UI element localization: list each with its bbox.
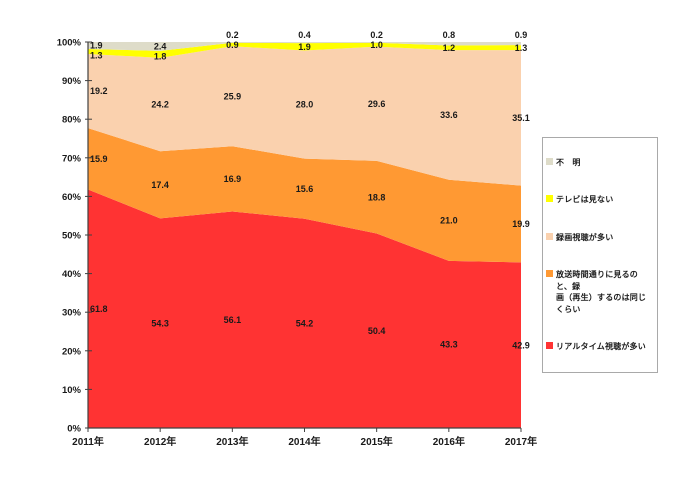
data-label: 54.3: [151, 318, 169, 328]
legend-item-realtime: リアルタイム視聴が多い: [546, 341, 654, 353]
legend-label: 放送時間通りに見るのと、録 画（再生）するのは同じくらい: [556, 270, 647, 315]
area-series-3: [88, 42, 521, 58]
data-label: 1.0: [370, 40, 383, 50]
data-label: 1.3: [515, 43, 528, 53]
y-tick-label: 0%: [67, 424, 81, 435]
data-label: 54.2: [296, 319, 314, 329]
legend-item-unknown: 不 明: [546, 157, 654, 169]
y-tick-label: 40%: [62, 269, 82, 280]
legend-label: テレビは見ない: [556, 195, 614, 205]
chart-legend: 不 明 テレビは見ない 録画視聴が多い 放送時間通りに見るのと、録 画（再生）す…: [542, 137, 658, 373]
y-tick-label: 10%: [62, 385, 82, 396]
area-series-0: [88, 189, 521, 428]
legend-swatch-unknown: [546, 157, 553, 165]
x-tick-label: 2017年: [505, 435, 537, 448]
data-label: 0.9: [226, 40, 239, 50]
data-label: 1.8: [154, 52, 167, 62]
data-label: 56.1: [224, 315, 242, 325]
data-label: 15.6: [296, 184, 314, 194]
data-label: 28.0: [296, 100, 314, 110]
x-tick-label: 2014年: [288, 435, 320, 448]
data-label: 61.8: [90, 304, 108, 314]
data-label: 19.2: [90, 86, 108, 96]
data-label: 29.6: [368, 99, 386, 109]
data-label: 1.2: [443, 43, 456, 53]
data-label: 0.9: [515, 30, 528, 40]
data-label: 1.3: [90, 51, 103, 61]
y-tick-label: 100%: [57, 38, 82, 49]
y-tick-label: 20%: [62, 346, 82, 357]
legend-label: 録画視聴が多い: [556, 232, 614, 242]
data-label: 43.3: [440, 340, 458, 350]
data-label: 21.0: [440, 216, 458, 226]
data-label: 0.8: [443, 30, 456, 40]
legend-item-recorded: 録画視聴が多い: [546, 232, 654, 244]
x-tick-label: 2015年: [361, 435, 393, 448]
data-label: 1.9: [298, 42, 311, 52]
legend-swatch-equal: [546, 270, 553, 278]
y-tick-label: 50%: [62, 231, 82, 242]
data-label: 16.9: [224, 174, 242, 184]
x-tick-label: 2013年: [216, 435, 248, 448]
data-label: 17.4: [151, 180, 169, 190]
y-tick-label: 60%: [62, 192, 82, 203]
data-label: 0.2: [370, 30, 383, 40]
data-label: 19.9: [512, 219, 530, 229]
area-series-2: [88, 46, 521, 186]
legend-swatch-realtime: [546, 342, 553, 350]
data-label: 35.1: [512, 113, 530, 123]
data-label: 15.9: [90, 154, 108, 164]
y-tick-label: 70%: [62, 153, 82, 164]
area-series-1: [88, 128, 521, 263]
area-series-4: [88, 42, 521, 51]
data-label: 0.2: [226, 30, 239, 40]
data-label: 18.8: [368, 192, 386, 202]
legend-item-equal: 放送時間通りに見るのと、録 画（再生）するのは同じくらい: [546, 269, 654, 315]
x-tick-label: 2012年: [144, 435, 176, 448]
data-label: 1.9: [90, 41, 103, 51]
x-tick-label: 2016年: [433, 435, 465, 448]
legend-label: リアルタイム視聴が多い: [556, 342, 646, 352]
y-tick-label: 90%: [62, 76, 82, 87]
data-label: 50.4: [368, 326, 386, 336]
x-tick-label: 2011年: [72, 435, 104, 448]
data-label: 33.6: [440, 110, 458, 120]
y-tick-label: 30%: [62, 308, 82, 319]
legend-swatch-recorded: [546, 232, 553, 240]
legend-item-no-tv: テレビは見ない: [546, 194, 654, 206]
legend-label: 不 明: [556, 157, 581, 167]
legend-swatch-no-tv: [546, 195, 553, 203]
data-label: 24.2: [151, 100, 169, 110]
data-label: 25.9: [224, 91, 242, 101]
y-tick-label: 80%: [62, 115, 82, 126]
data-label: 2.4: [154, 42, 167, 52]
data-label: 42.9: [512, 340, 530, 350]
data-label: 0.4: [298, 30, 311, 40]
